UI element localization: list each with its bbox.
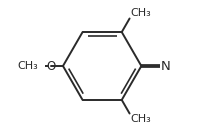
Text: N: N	[161, 60, 170, 72]
Text: CH₃: CH₃	[130, 8, 151, 18]
Text: CH₃: CH₃	[18, 61, 38, 71]
Text: CH₃: CH₃	[130, 114, 151, 124]
Text: O: O	[47, 60, 56, 72]
